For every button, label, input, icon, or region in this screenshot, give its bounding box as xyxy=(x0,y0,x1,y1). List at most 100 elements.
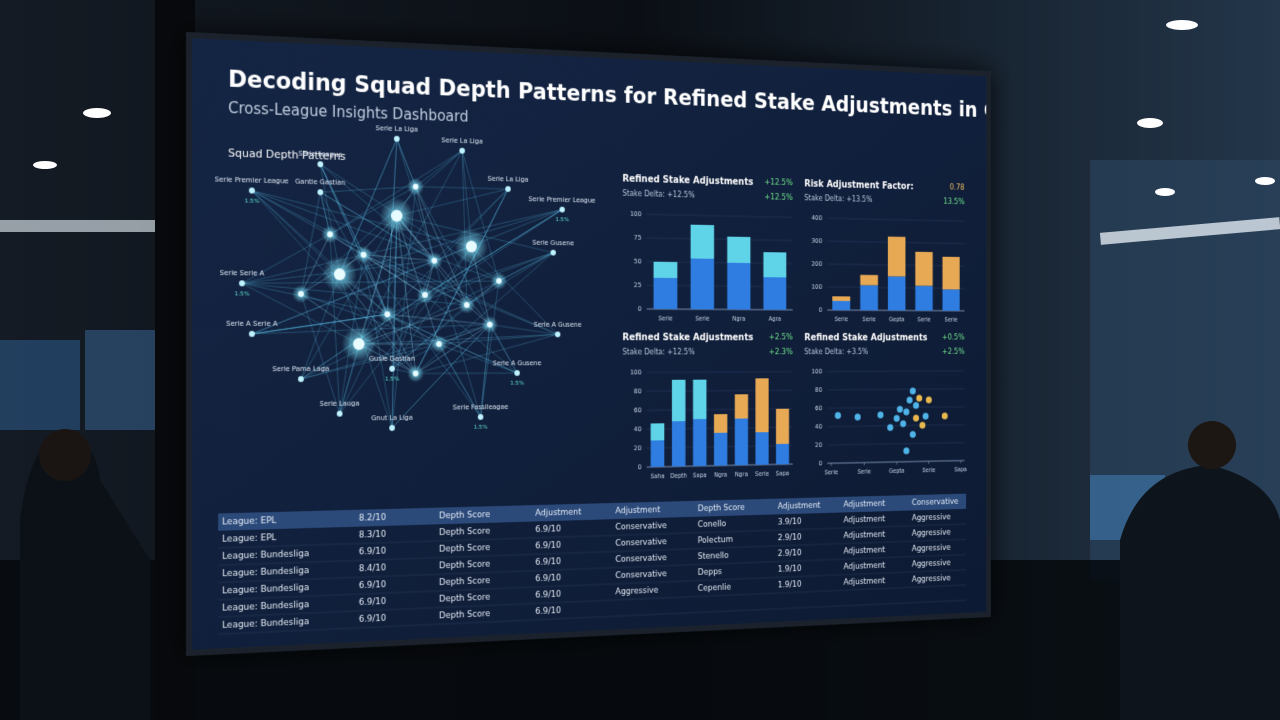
table-cell: Adjustment xyxy=(844,561,886,572)
x-tick-label: Ngra xyxy=(732,315,745,322)
network-node xyxy=(487,322,492,328)
table-cell: 6.9/10 xyxy=(535,574,561,584)
x-tick-label: Serie xyxy=(835,316,848,323)
y-tick-label: 400 xyxy=(811,213,822,221)
bar-segment xyxy=(942,289,959,310)
bar-segment xyxy=(651,423,665,440)
y-tick-label: 60 xyxy=(634,406,642,414)
table-cell: 6.9/10 xyxy=(359,614,387,625)
delta-badge: 13.5% xyxy=(943,198,964,207)
table-cell: Adjustment xyxy=(615,506,660,517)
delta-badge: +12.5% xyxy=(764,193,792,203)
node-label: Serie La Liga xyxy=(487,174,528,184)
y-tick-label: 40 xyxy=(815,422,823,430)
node-label: Serie Fassileagae xyxy=(453,402,509,411)
delta-badge: +2.5% xyxy=(942,348,964,357)
table-cell: Depth Score xyxy=(439,527,491,538)
node-label: Serie Premier League xyxy=(529,194,596,204)
node-label: Serie Gusene xyxy=(532,238,574,247)
table-cell: 2.9/10 xyxy=(778,533,802,543)
table-cell: Depth Score xyxy=(439,560,491,571)
node-label: Gnut La Liga xyxy=(371,413,413,422)
node-value: 1.5% xyxy=(234,290,249,297)
y-tick-label: 100 xyxy=(811,367,822,375)
table-cell: Adjustment xyxy=(844,530,886,540)
x-tick-label: Sapa xyxy=(954,466,967,473)
bar-segment xyxy=(651,440,665,467)
table-cell: Conservative xyxy=(615,554,667,565)
monitor xyxy=(85,330,155,430)
y-tick-label: 75 xyxy=(634,233,642,242)
node-label: Serie A Gusene xyxy=(493,359,542,368)
bar-segment xyxy=(832,296,850,301)
table-cell: Adjustment xyxy=(844,577,886,588)
scatter-point xyxy=(916,395,922,402)
bar-segment xyxy=(654,278,678,309)
table-cell: 6.9/10 xyxy=(359,597,387,608)
bar-segment xyxy=(763,277,786,310)
table-cell: 6.9/10 xyxy=(359,547,387,558)
scatter-point xyxy=(907,397,913,404)
node-value: 1.5% xyxy=(244,197,259,204)
table-cell: 3.9/10 xyxy=(778,517,802,527)
table-cell: Adjustment xyxy=(844,499,886,509)
x-tick-label: Gepta xyxy=(889,467,905,474)
table-cell: 2.9/10 xyxy=(778,549,802,559)
bar-segment xyxy=(832,301,850,310)
x-tick-label: Serie xyxy=(755,470,769,478)
y-tick-label: 60 xyxy=(815,404,823,412)
node-label: Serie La Liga xyxy=(375,123,417,133)
bar-segment xyxy=(691,225,714,259)
x-tick-label: Ngra xyxy=(735,471,748,479)
x-tick-label: Depth xyxy=(670,472,687,480)
ceiling-light xyxy=(1137,118,1163,128)
bar-segment xyxy=(860,275,878,285)
bar-segment xyxy=(735,418,748,465)
node-value: 1.5% xyxy=(385,376,400,383)
ceiling-light xyxy=(1166,20,1198,30)
bar-segment xyxy=(735,394,748,418)
node-label: Serie Serie A xyxy=(220,268,265,277)
bar-segment xyxy=(888,237,906,277)
bar-segment xyxy=(888,276,906,310)
table-cell: 1.9/10 xyxy=(778,580,802,590)
table-cell: Conservative xyxy=(615,537,667,548)
chart-subtitle: Stake Delta: +12.5% xyxy=(622,347,695,356)
network-node xyxy=(353,338,364,350)
table-cell: Cepenlie xyxy=(698,583,732,594)
table-cell: Aggressive xyxy=(912,544,951,554)
network-node xyxy=(413,371,419,377)
x-tick-label: Serie xyxy=(922,467,935,474)
network-node xyxy=(464,302,470,308)
bar-segment xyxy=(672,380,686,422)
scatter-point xyxy=(910,388,916,395)
y-tick-label: 200 xyxy=(811,259,822,267)
table-cell: Aggressive xyxy=(912,559,951,569)
table-cell: Polectum xyxy=(698,535,733,545)
x-tick-label: Saha xyxy=(650,472,664,480)
table-cell: Adjustment xyxy=(778,501,821,511)
ceiling-light xyxy=(1255,177,1275,185)
delta-badge: +0.5% xyxy=(942,334,964,343)
bar-segment xyxy=(727,263,750,310)
node-label: Gusie Gastian xyxy=(369,354,415,363)
y-tick-label: 20 xyxy=(634,444,642,453)
bar-segment xyxy=(755,378,768,432)
network-node xyxy=(422,292,428,298)
table-cell: Conello xyxy=(698,520,727,530)
display-screen: Decoding Squad Depth Patterns for Refine… xyxy=(186,32,991,656)
x-tick-label: Serie xyxy=(858,468,871,475)
node-label: Serie La Liga xyxy=(441,135,483,145)
y-tick-label: 100 xyxy=(630,368,642,376)
x-tick-label: Serie xyxy=(825,469,839,477)
table-cell: Conservative xyxy=(615,521,667,532)
table-cell: Adjustment xyxy=(844,546,886,557)
page: Decoding Squad Depth Patterns for Refine… xyxy=(0,0,1280,720)
x-tick-label: Serie xyxy=(862,316,875,323)
y-tick-label: 40 xyxy=(634,425,642,434)
bar-segment xyxy=(727,237,750,263)
delta-badge: +2.3% xyxy=(769,348,793,357)
table-cell: Depth Score xyxy=(439,510,491,521)
y-tick-label: 300 xyxy=(811,236,822,244)
x-tick-label: Serie xyxy=(695,315,709,322)
